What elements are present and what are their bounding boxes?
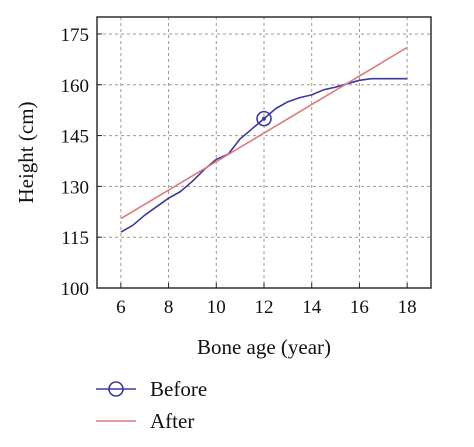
legend-label-before: Before (150, 377, 207, 401)
series-line-after (120, 46, 408, 220)
y-axis-label: Height (cm) (14, 101, 38, 203)
y-axis-ticks: 100 115 130 145 160 175 (61, 25, 102, 300)
x-tick-label: 8 (164, 297, 174, 318)
y-tick-label: 160 (61, 76, 90, 97)
x-axis-ticks: 6 8 10 12 14 16 18 (116, 283, 417, 318)
x-tick-label: 6 (116, 297, 126, 318)
legend-label-after: After (150, 409, 194, 433)
legend-marker-before (108, 381, 124, 397)
series-layer (120, 46, 408, 233)
series-marker-dot (262, 116, 266, 121)
x-tick-label: 16 (350, 297, 369, 318)
y-tick-label: 145 (61, 127, 90, 148)
series-marker-before (256, 110, 272, 127)
legend-item-before: Before (96, 377, 207, 401)
y-tick-label: 175 (61, 25, 90, 46)
legend-item-after: After (96, 409, 194, 433)
legend: Before After (96, 377, 207, 433)
x-tick-label: 10 (207, 297, 226, 318)
x-tick-label: 12 (255, 297, 274, 318)
y-tick-label: 100 (61, 279, 90, 300)
x-tick-label: 14 (302, 297, 322, 318)
y-tick-label: 115 (61, 228, 89, 249)
grid (97, 17, 431, 288)
y-tick-label: 130 (61, 177, 90, 198)
x-tick-label: 18 (398, 297, 417, 318)
x-axis-label: Bone age (year) (197, 335, 331, 359)
